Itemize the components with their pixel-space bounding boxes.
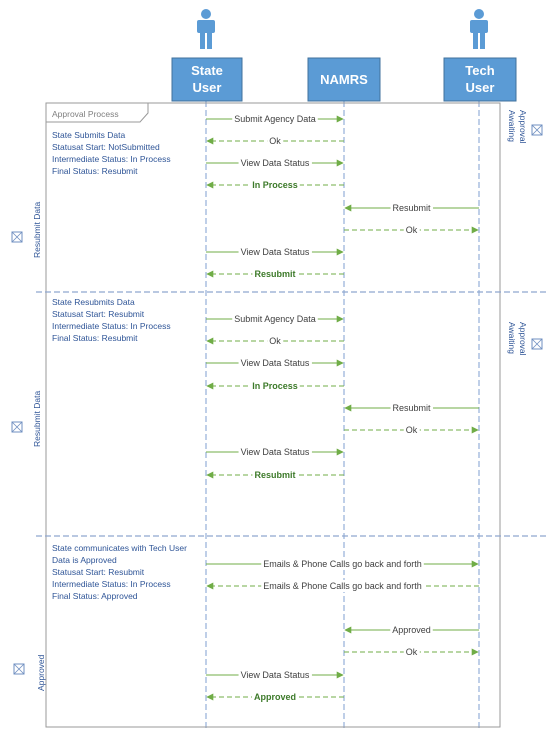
section-note: Final Status: Approved: [52, 591, 138, 601]
actor-label-state: User: [193, 80, 222, 95]
approval-frame: [45, 102, 501, 728]
message-label-bg: [238, 246, 312, 258]
message-label: View Data Status: [241, 358, 310, 368]
frame-title-tab: [45, 102, 149, 123]
message-label: Ok: [269, 336, 281, 346]
message-label-bg: [261, 580, 424, 592]
messages-group: Submit Agency Data Ok View Data Status In P…: [206, 113, 479, 703]
section-note: Statusat Start: Resubmit: [52, 567, 145, 577]
person-icon: [470, 9, 488, 49]
actor-label-namrs: NAMRS: [320, 72, 368, 87]
image-placeholder-icon: [13, 663, 25, 675]
section-note: Final Status: Resubmit: [52, 166, 138, 176]
message-label: View Data Status: [241, 247, 310, 257]
message-label: Approved: [392, 625, 431, 635]
message-label-bg: [238, 446, 312, 458]
message-label-bg: [267, 135, 284, 147]
actor-label-tech: Tech: [465, 63, 494, 78]
right-label: Awaiting: [507, 110, 517, 142]
message-label-bg: [232, 113, 318, 125]
message-label: In Process: [252, 180, 298, 190]
message-label: Resubmit: [254, 470, 295, 480]
message-label-bg: [261, 558, 424, 570]
section-note: Intermediate Status: In Process: [52, 154, 171, 164]
message-label-bg: [250, 179, 300, 191]
side-label: Approved: [36, 654, 46, 691]
section-note: State Submits Data: [52, 130, 126, 140]
section-note: State communicates with Tech User: [52, 543, 187, 553]
message-label-bg: [403, 646, 420, 658]
message-label: Ok: [406, 647, 418, 657]
section-note: Statusat Start: NotSubmitted: [52, 142, 160, 152]
message-label: Resubmit: [254, 269, 295, 279]
message-label: Approved: [254, 692, 296, 702]
message-label-bg: [390, 624, 433, 636]
message-label-bg: [252, 268, 298, 280]
image-placeholder-icon: [11, 231, 23, 243]
message-label-bg: [390, 202, 434, 214]
side-label: Resubmit Data: [32, 202, 42, 258]
message-label: Emails & Phone Calls go back and forth: [263, 581, 422, 591]
image-placeholder-icon: [531, 124, 543, 136]
message-label: View Data Status: [241, 447, 310, 457]
message-label-bg: [232, 313, 318, 325]
image-placeholder-icon: [11, 421, 23, 433]
actor-box-state: [171, 57, 243, 102]
message-label: View Data Status: [241, 670, 310, 680]
message-label: Ok: [406, 425, 418, 435]
section-note: Final Status: Resubmit: [52, 333, 138, 343]
section-note: Statusat Start: Resubmit: [52, 309, 145, 319]
message-label: Ok: [269, 136, 281, 146]
message-label-bg: [238, 669, 312, 681]
right-label: Approval: [518, 322, 528, 356]
section-note: Intermediate Status: In Process: [52, 579, 171, 589]
right-label: Awaiting: [507, 322, 517, 354]
message-label: In Process: [252, 381, 298, 391]
message-label-bg: [403, 224, 420, 236]
message-label-bg: [403, 424, 420, 436]
section-note: Data is Approved: [52, 555, 117, 565]
side-label: Resubmit Data: [32, 391, 42, 447]
actor-box-tech: [443, 57, 517, 102]
message-label-bg: [267, 335, 284, 347]
message-label-bg: [251, 691, 299, 703]
message-label: Emails & Phone Calls go back and forth: [263, 559, 422, 569]
image-placeholder-icon: [531, 338, 543, 350]
message-label: Ok: [406, 225, 418, 235]
message-label: Submit Agency Data: [234, 114, 316, 124]
message-label: Submit Agency Data: [234, 314, 316, 324]
section-note: Intermediate Status: In Process: [52, 321, 171, 331]
message-label-bg: [238, 357, 312, 369]
message-label-bg: [250, 380, 300, 392]
message-label: View Data Status: [241, 158, 310, 168]
right-label: Approval: [518, 110, 528, 144]
section-note: State Resubmits Data: [52, 297, 135, 307]
message-label-bg: [252, 469, 298, 481]
message-label-bg: [390, 402, 434, 414]
person-icon: [197, 9, 215, 49]
frame-title: Approval Process: [52, 109, 119, 119]
actor-label-state: State: [191, 63, 223, 78]
actor-box-namrs: [307, 57, 381, 102]
message-label: Resubmit: [392, 203, 431, 213]
actor-label-tech: User: [466, 80, 495, 95]
message-label: Resubmit: [392, 403, 431, 413]
message-label-bg: [238, 157, 312, 169]
